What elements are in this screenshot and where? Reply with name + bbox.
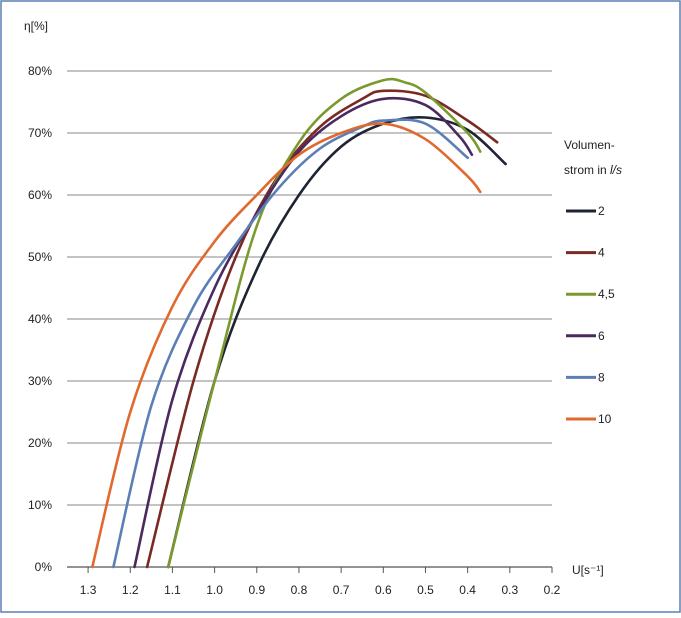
legend-label: 4 <box>598 246 605 260</box>
x-tick-label: 0.9 <box>248 583 265 597</box>
x-tick-label: 0.7 <box>333 583 350 597</box>
legend-label: 4,5 <box>598 287 615 301</box>
x-tick-label: 1.2 <box>122 583 139 597</box>
y-axis-title: η[%] <box>24 19 48 33</box>
legend-label: 6 <box>598 329 605 343</box>
x-tick-label: 0.3 <box>501 583 518 597</box>
x-tick-label: 0.8 <box>291 583 308 597</box>
series-line-4-5 <box>166 77 482 569</box>
x-tick-label: 0.2 <box>544 583 561 597</box>
x-tick-label: 1.0 <box>206 583 223 597</box>
legend-title-text: strom in <box>564 163 610 177</box>
x-tick-label: 0.6 <box>375 583 392 597</box>
legend-label: 10 <box>598 412 612 426</box>
series-line-6 <box>133 96 474 569</box>
y-tick-label: 80% <box>28 64 52 78</box>
y-tick-label: 50% <box>28 250 52 264</box>
x-tick-label: 1.1 <box>164 583 181 597</box>
legend: Volumen- strom in l/s 2 4 4,5 6 8 10 <box>564 138 622 426</box>
y-tick-label: 60% <box>28 188 52 202</box>
axis-layer: 0% 10% 20% 30% 40% 50% 60% 70% 80% 1.3 1.2 1.1 1.0 0.… <box>28 64 561 597</box>
x-axis-title: U[s⁻¹] <box>572 563 604 577</box>
x-tick-label: 0.5 <box>417 583 434 597</box>
legend-title-line1: Volumen- <box>564 138 615 152</box>
series-line-8 <box>112 118 469 569</box>
y-tick-label: 40% <box>28 312 52 326</box>
x-tick-label: 0.4 <box>459 583 476 597</box>
x-tick-label: 1.3 <box>80 583 97 597</box>
legend-title-unit: l/s <box>610 163 622 177</box>
legend-label: 8 <box>598 370 605 384</box>
y-tick-label: 30% <box>28 374 52 388</box>
y-tick-label: 10% <box>28 498 52 512</box>
series-layer <box>91 77 507 569</box>
legend-label: 2 <box>598 204 605 218</box>
y-tick-label: 0% <box>35 560 53 574</box>
y-tick-label: 20% <box>28 436 52 450</box>
series-line-10 <box>91 122 482 569</box>
y-tick-label: 70% <box>28 126 52 140</box>
legend-title-line2: strom in l/s <box>564 163 622 177</box>
